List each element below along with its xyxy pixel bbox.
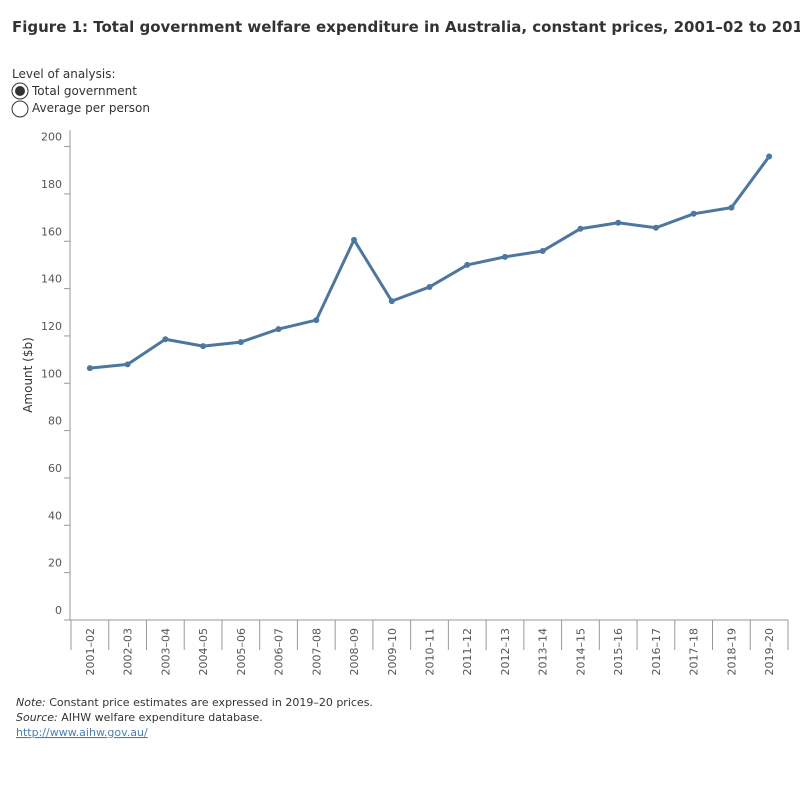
x-tick-label: 2013–14 xyxy=(537,628,550,676)
point xyxy=(237,339,244,346)
point xyxy=(615,219,622,226)
y-tick-label: 0 xyxy=(55,604,62,617)
x-tick-label: 2015–16 xyxy=(612,628,625,676)
x-tick-label: 2010–11 xyxy=(424,628,437,676)
point xyxy=(728,204,735,211)
point xyxy=(464,261,471,268)
radio-average[interactable]: Average per person xyxy=(11,100,150,118)
y-tick-label: 140 xyxy=(41,273,62,286)
y-tick-label: 40 xyxy=(48,509,62,522)
point xyxy=(313,317,320,324)
source: Source: AIHW welfare expenditure databas… xyxy=(16,711,263,724)
x-tick-label: 2005–06 xyxy=(235,628,248,676)
point xyxy=(388,298,395,305)
x-tick-label: 2012–13 xyxy=(499,628,512,676)
point xyxy=(200,343,207,350)
x-tick-label: 2014–15 xyxy=(574,628,587,676)
x-tick-label: 2019–20 xyxy=(763,628,776,676)
x-tick-label: 2007–08 xyxy=(310,628,323,676)
source-text: AIHW welfare expenditure database. xyxy=(58,711,263,724)
x-tick-label: 2004–05 xyxy=(197,628,210,676)
x-tick-label: 2006–07 xyxy=(273,628,286,676)
y-tick-label: 100 xyxy=(41,367,62,380)
y-tick-label: 180 xyxy=(41,178,62,191)
note: Note: Constant price estimates are expre… xyxy=(16,696,373,709)
x-tick-label: 2001–02 xyxy=(84,628,97,676)
point xyxy=(426,283,433,290)
y-tick-label: 80 xyxy=(48,415,62,428)
x-tick-label: 2018–19 xyxy=(725,628,738,676)
point xyxy=(766,153,773,160)
note-label: Note: xyxy=(16,696,46,709)
radio-label[interactable]: Total government xyxy=(31,84,137,98)
y-tick-label: 20 xyxy=(48,557,62,570)
control-label: Level of analysis: xyxy=(12,67,116,81)
x-tick-label: 2017–18 xyxy=(688,628,701,676)
point xyxy=(162,336,169,343)
point xyxy=(539,247,546,254)
x-tick-label: 2003–04 xyxy=(159,628,172,676)
radio-label[interactable]: Average per person xyxy=(32,101,150,115)
y-tick-label: 120 xyxy=(41,320,62,333)
x-tick-label: 2008–09 xyxy=(348,628,361,676)
x-tick-label: 2016–17 xyxy=(650,628,663,676)
line xyxy=(89,155,771,370)
y-axis-label: Amount ($b) xyxy=(21,337,35,413)
radio-dot xyxy=(15,86,25,96)
x-tick-label: 2002–03 xyxy=(122,628,135,676)
x-tick-label: 2011–12 xyxy=(461,628,474,676)
source-label: Source: xyxy=(16,711,58,724)
point xyxy=(501,253,508,260)
point xyxy=(275,326,282,333)
x-tick-label: 2009–10 xyxy=(386,628,399,676)
source-link[interactable]: http://www.aihw.gov.au/ xyxy=(16,726,148,739)
y-tick-label: 200 xyxy=(41,131,62,144)
y-tick-label: 60 xyxy=(48,462,62,475)
point xyxy=(652,224,659,231)
point xyxy=(124,361,131,368)
y-tick-label: 160 xyxy=(41,225,62,238)
point xyxy=(577,225,584,232)
point xyxy=(86,365,93,372)
point xyxy=(690,210,697,217)
note-text: Constant price estimates are expressed i… xyxy=(46,696,373,709)
chart-title: Figure 1: Total government welfare expen… xyxy=(12,18,800,36)
radio-total[interactable]: Total government xyxy=(11,82,137,100)
radio[interactable] xyxy=(11,100,29,118)
point xyxy=(351,236,358,243)
